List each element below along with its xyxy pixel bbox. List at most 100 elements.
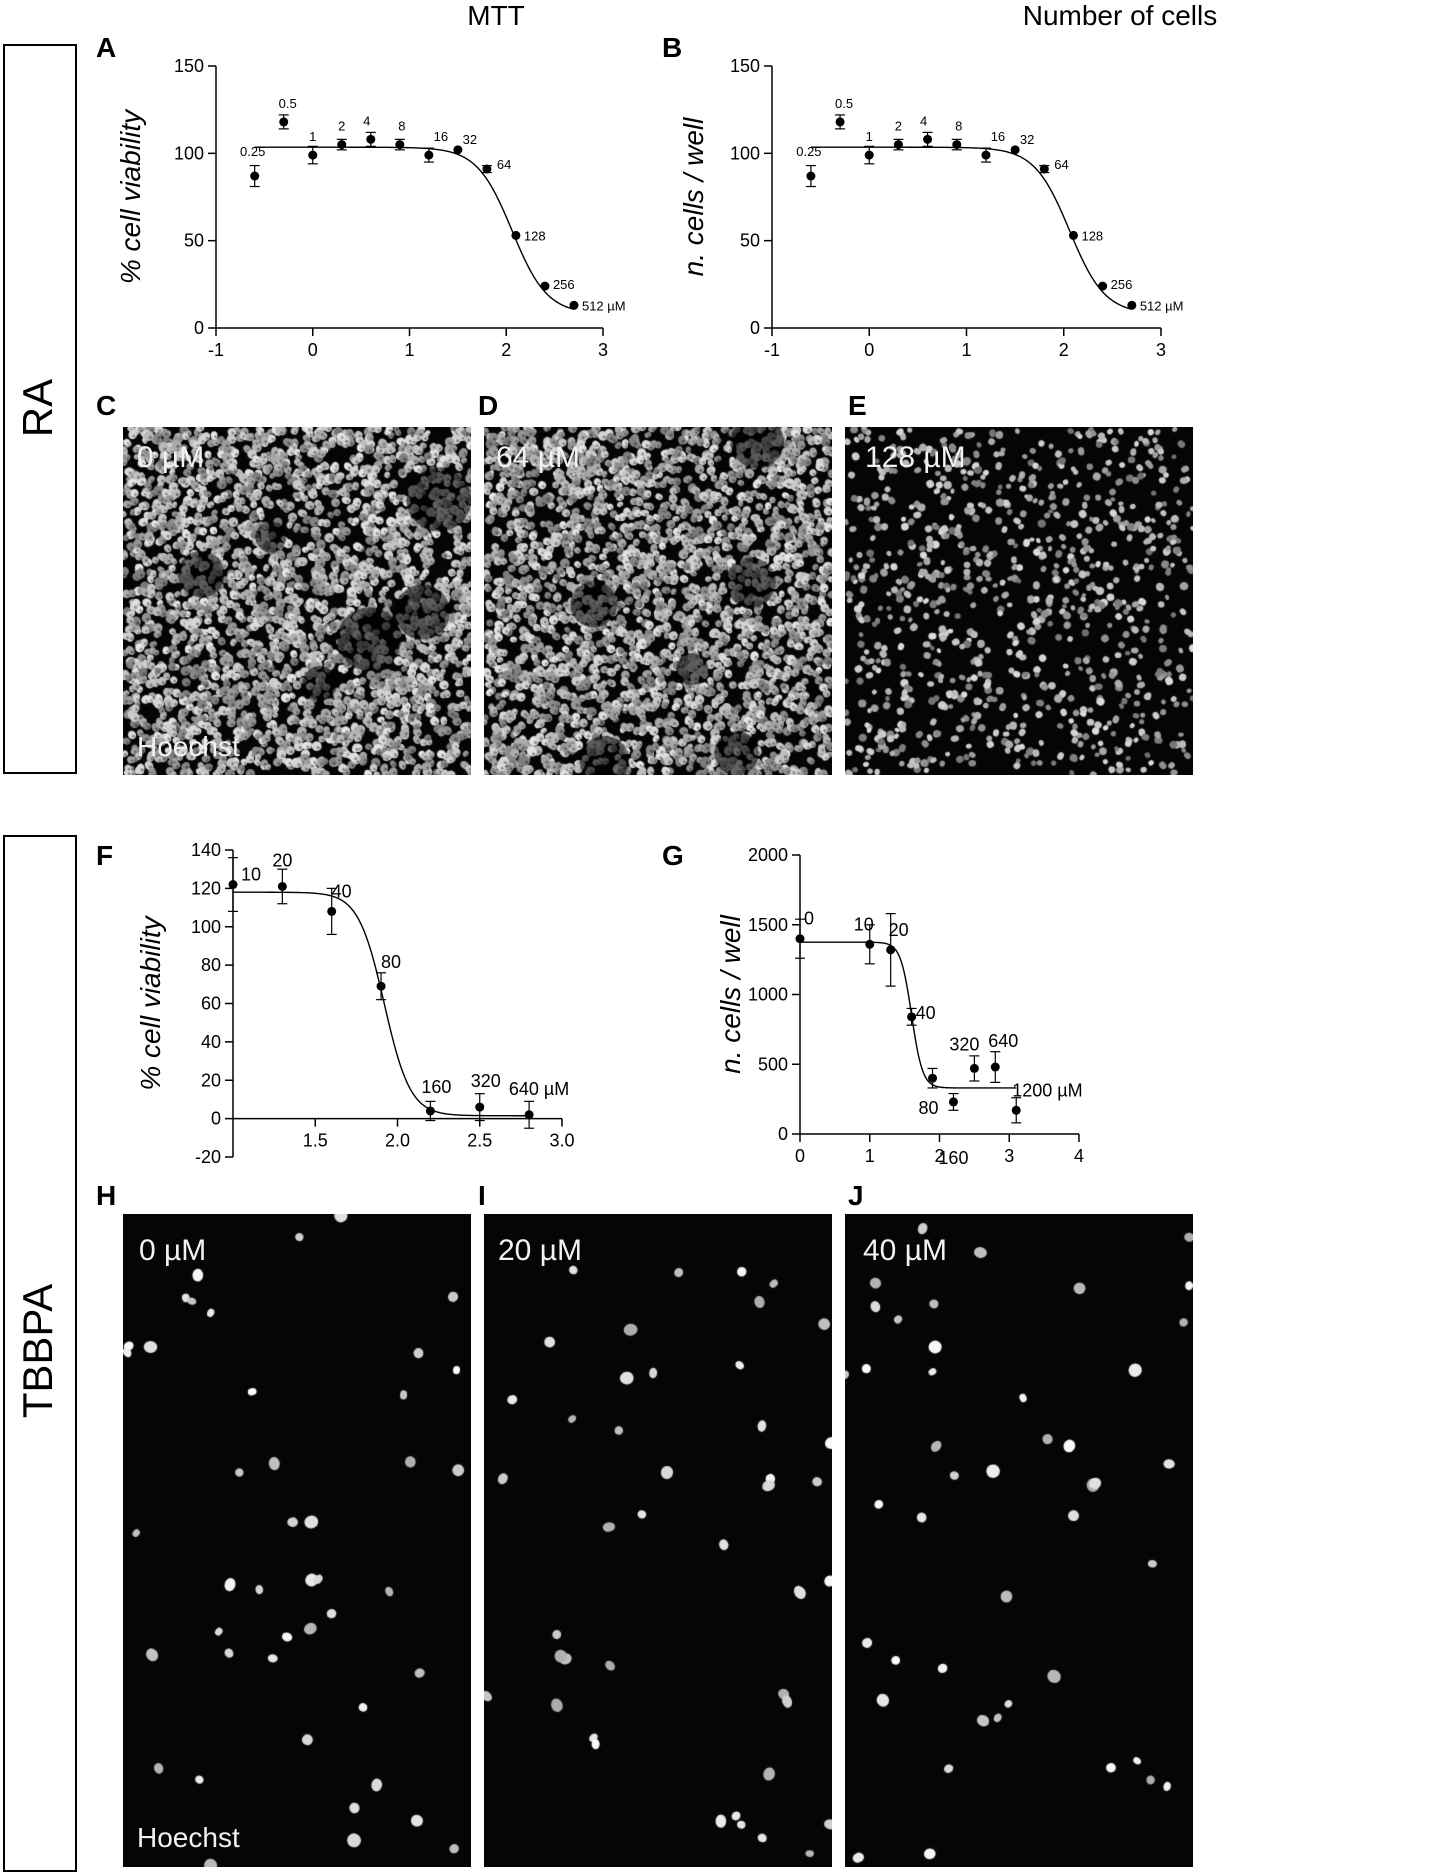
panel-letter-f: F xyxy=(96,840,114,871)
chart-g-data-point xyxy=(948,1097,958,1107)
chart-a-point-label: 16 xyxy=(434,129,448,144)
chart-a-data-point xyxy=(250,171,260,181)
chart-b-data-point xyxy=(1068,230,1078,240)
chart-f-data-point xyxy=(277,881,287,891)
chart-a-y-tick-label: 50 xyxy=(184,231,204,251)
chart-f-x-tick-label: 2.5 xyxy=(467,1131,492,1151)
chart-b-data-point xyxy=(835,117,845,127)
chart-a-fit-curve xyxy=(254,146,575,310)
chart-a-point-label: 32 xyxy=(463,132,477,147)
panel-letter-b: B xyxy=(662,32,683,63)
chart-g-point-label: 40 xyxy=(916,1003,936,1023)
chart-g-point-label: 640 xyxy=(988,1031,1018,1051)
chart-b-point-label: 0.5 xyxy=(835,96,853,111)
chart-a-point-label: 0.5 xyxy=(279,96,297,111)
chart-b-data-point xyxy=(952,140,962,150)
micrograph-i: 20 µM xyxy=(484,1214,832,1867)
chart-a-data-point xyxy=(308,150,318,160)
chart-f-y-tick-label: 0 xyxy=(211,1109,221,1129)
micrograph-i-concentration: 20 µM xyxy=(498,1234,582,1267)
chart-f-y-tick-label: 100 xyxy=(191,917,221,937)
chart-a-point-label: 512 µM xyxy=(582,298,626,313)
chart-g-fit-curve xyxy=(800,941,1017,1089)
panel-letter-c: C xyxy=(96,390,117,421)
chart-g-y-tick-label: 1000 xyxy=(748,985,788,1005)
panel-letter-a: A xyxy=(96,32,117,63)
chart-b-y-axis-label: n. cells / well xyxy=(678,117,709,276)
chart-g-y-axis-label: n. cells / well xyxy=(715,914,746,1073)
chart-b-data-point xyxy=(893,140,903,150)
chart-b-point-label: 512 µM xyxy=(1140,298,1184,313)
chart-a-y-axis-label: % cell viability xyxy=(115,108,146,284)
column-title-mtt: MTT xyxy=(467,0,525,31)
chart-b-y-tick-label: 150 xyxy=(730,56,760,76)
chart-f-data-point xyxy=(524,1110,534,1120)
chart-a-point-label: 2 xyxy=(338,119,345,134)
chart-g-x-tick-label: 4 xyxy=(1074,1146,1084,1166)
chart-g-point-label: 160 xyxy=(938,1148,968,1168)
chart-a-x-tick-label: -1 xyxy=(208,340,224,360)
chart-a-point-label: 8 xyxy=(398,119,405,134)
chart-a-data-point xyxy=(511,230,521,240)
chart-b-point-label: 4 xyxy=(920,113,927,128)
chart-f-y-tick-label: 140 xyxy=(191,840,221,860)
chart-f-x-tick-label: 1.5 xyxy=(303,1131,328,1151)
chart-a-data-point xyxy=(482,164,492,174)
chart-f-x-tick-label: 2.0 xyxy=(385,1131,410,1151)
chart-f-y-tick-label: 40 xyxy=(201,1032,221,1052)
chart-b-data-point xyxy=(1127,300,1137,310)
chart-a-data-point xyxy=(453,145,463,155)
chart-b-point-label: 0.25 xyxy=(796,144,821,159)
chart-a-x-tick-label: 0 xyxy=(308,340,318,360)
panel-letter-g: G xyxy=(662,840,684,871)
chart-a-data-point xyxy=(424,150,434,160)
chart-a-point-label: 1 xyxy=(309,129,316,144)
chart-g-x-tick-label: 3 xyxy=(1004,1146,1014,1166)
chart-g-point-label: 20 xyxy=(889,920,909,940)
micrograph-d: 64 µM xyxy=(484,427,832,775)
chart-g-data-point xyxy=(795,934,805,944)
chart-g-x-tick-label: 1 xyxy=(865,1146,875,1166)
chart-f-point-label: 10 xyxy=(241,865,261,885)
chart-b-x-tick-label: 0 xyxy=(864,340,874,360)
chart-b-y-tick-label: 0 xyxy=(750,318,760,338)
section-box-ra xyxy=(3,44,77,774)
chart-g-point-label: 10 xyxy=(854,914,874,934)
chart-g-y-tick-label: 500 xyxy=(758,1054,788,1074)
micrograph-c-concentration: 0 µM xyxy=(137,441,205,474)
chart-b-point-label: 128 xyxy=(1081,228,1103,243)
chart-a-point-label: 128 xyxy=(524,228,546,243)
micrograph-c-stain: Hoechst xyxy=(137,731,240,762)
chart-b-fit-curve xyxy=(810,146,1133,310)
chart-f-y-tick-label: 80 xyxy=(201,955,221,975)
chart-f-y-tick-label: 120 xyxy=(191,878,221,898)
chart-a-data-point xyxy=(569,300,579,310)
chart-g-point-label: 320 xyxy=(949,1034,979,1054)
chart-g-x-tick-label: 2 xyxy=(934,1146,944,1166)
chart-f-point-label: 40 xyxy=(332,881,352,901)
micrograph-e: 128 µM xyxy=(845,427,1193,775)
panel-letter-e: E xyxy=(848,390,867,421)
chart-g-data-point xyxy=(907,1012,917,1022)
chart-f-data-point xyxy=(376,981,386,991)
chart-g-point-label: 80 xyxy=(919,1098,939,1118)
chart-g-point-label: 1200 µM xyxy=(1012,1080,1082,1100)
chart-a-data-point xyxy=(540,281,550,291)
panel-letter-j: J xyxy=(848,1180,864,1211)
chart-a-x-tick-label: 3 xyxy=(598,340,608,360)
chart-b-data-point xyxy=(1039,164,1049,174)
panel-letter-h: H xyxy=(96,1180,117,1211)
chart-g-point-label: 0 xyxy=(804,909,814,929)
chart-g-x-tick-label: 0 xyxy=(795,1146,805,1166)
chart-g-data-point xyxy=(865,939,875,949)
chart-g-data-point xyxy=(928,1073,938,1083)
section-box-tbbpa xyxy=(3,835,77,1872)
micrograph-h: 0 µM Hoechst xyxy=(123,1214,471,1867)
chart-f-point-label: 160 xyxy=(421,1077,451,1097)
chart-b-data-point xyxy=(1010,145,1020,155)
micrograph-j-concentration: 40 µM xyxy=(863,1234,947,1267)
chart-f-y-tick-label: 60 xyxy=(201,994,221,1014)
chart-f-point-label: 640 µM xyxy=(509,1079,569,1099)
chart-f-data-point xyxy=(327,906,337,916)
